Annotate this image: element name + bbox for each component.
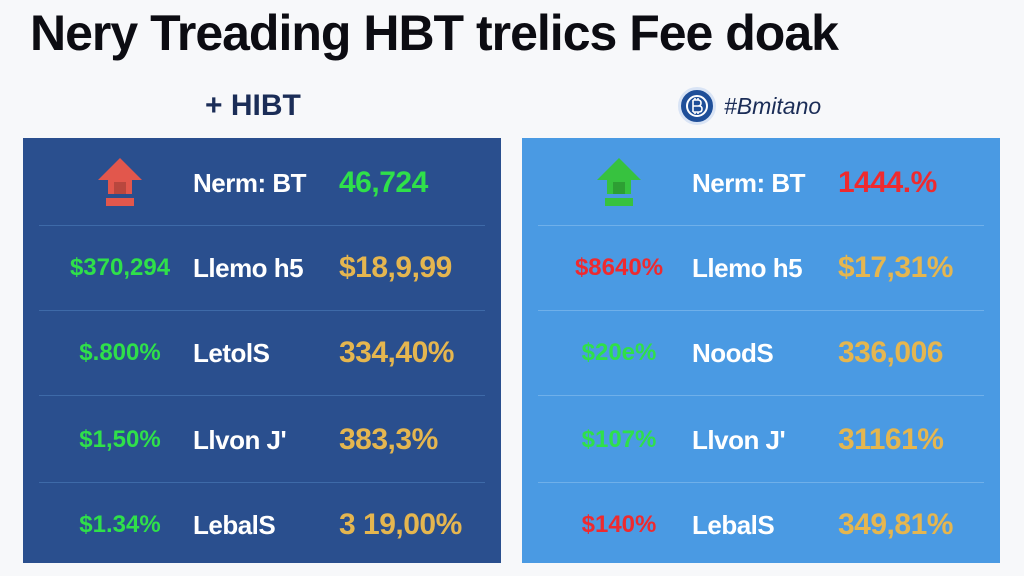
row-value: 31161% [838,423,944,456]
row-value: 334,40% [339,336,454,369]
row-change: $8640% [574,254,664,281]
bitcoin-logo-icon [678,87,716,125]
right-panel-header-label: #Bmitano [724,92,822,119]
row-value: 349,81% [838,508,953,541]
row-change: $20e% [581,339,657,366]
house-arrow-up-green-icon [544,148,694,218]
row-change: $370,294 [69,254,171,281]
house-arrow-up-red-icon [45,148,195,218]
row-divider [39,310,485,311]
row-value: 46,724 [339,166,428,199]
row-change: $140% [581,511,657,538]
row-label: LetolS [193,337,270,368]
row-divider [39,225,485,226]
table-row: Nerm: BT 46,724 [23,148,501,226]
row-value: 3 19,00% [339,508,462,541]
table-row: $140% LebalS 349,81% [522,490,1000,560]
row-divider [39,482,485,483]
row-value: 383,3% [339,423,438,456]
row-value: $17,31% [838,251,953,284]
left-panel: Nerm: BT 46,724 $370,294 Llemo h5 $18,9,99 $.… [23,138,501,563]
page-title: Nery Treading HBT trelics Fee doak [30,5,839,61]
row-label: Llemo h5 [193,252,304,283]
row-label: LebalS [193,509,276,540]
row-value: 336,006 [838,336,943,369]
table-row: $370,294 Llemo h5 $18,9,99 [23,233,501,311]
table-row: $1,50% Llvon J' 383,3% [23,405,501,483]
row-change: $107% [581,426,657,453]
table-row: $1.34% LebalS 3 19,00% [23,490,501,560]
row-change: $1,50% [79,426,161,453]
table-row: $20e% NoodS 336,006 [522,318,1000,396]
table-row: Nerm: BT 1444.% [522,148,1000,226]
table-row: $107% Llvon J' 31161% [522,405,1000,483]
row-label: Llvon J' [193,424,287,455]
row-divider [538,225,984,226]
row-change: $1.34% [79,511,161,538]
row-label: NoodS [692,337,774,368]
row-label: Llemo h5 [692,252,803,283]
row-change: $.800% [79,339,161,366]
row-value: $18,9,99 [339,251,452,284]
row-label: LebalS [692,509,775,540]
table-row: $8640% Llemo h5 $17,31% [522,233,1000,311]
table-row: $.800% LetolS 334,40% [23,318,501,396]
left-panel-header: + HIBT [205,89,301,122]
row-label: Nerm: BT [193,167,307,198]
row-label: Nerm: BT [692,167,806,198]
right-panel: Nerm: BT 1444.% $8640% Llemo h5 $17,31% $20e%… [522,138,1000,563]
row-value: 1444.% [838,166,937,199]
row-divider [39,395,485,396]
row-label: Llvon J' [692,424,786,455]
right-panel-header: #Bmitano [678,86,821,126]
row-divider [538,395,984,396]
row-divider [538,482,984,483]
row-divider [538,310,984,311]
